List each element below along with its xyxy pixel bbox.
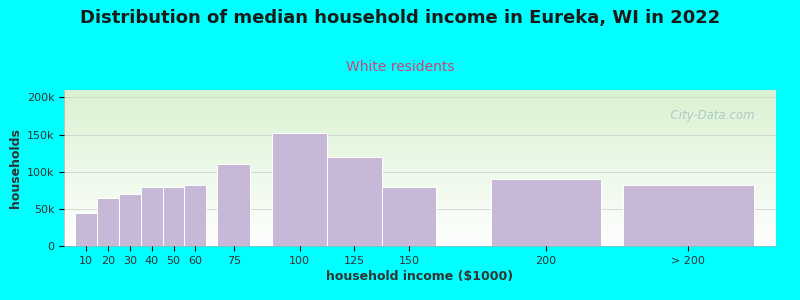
Bar bbox=[162, 187, 185, 246]
Bar bbox=[327, 157, 382, 246]
X-axis label: household income ($1000): household income ($1000) bbox=[326, 270, 514, 283]
Bar bbox=[622, 185, 754, 246]
Bar bbox=[75, 213, 97, 246]
Bar bbox=[118, 194, 141, 246]
Bar bbox=[218, 164, 250, 246]
Bar bbox=[491, 179, 601, 246]
Bar bbox=[272, 133, 327, 246]
Bar bbox=[382, 187, 437, 246]
Bar bbox=[185, 185, 206, 246]
Bar bbox=[97, 198, 118, 246]
Text: City-Data.com: City-Data.com bbox=[663, 109, 754, 122]
Bar bbox=[141, 187, 162, 246]
Y-axis label: households: households bbox=[10, 128, 22, 208]
Text: Distribution of median household income in Eureka, WI in 2022: Distribution of median household income … bbox=[80, 9, 720, 27]
Text: White residents: White residents bbox=[346, 60, 454, 74]
